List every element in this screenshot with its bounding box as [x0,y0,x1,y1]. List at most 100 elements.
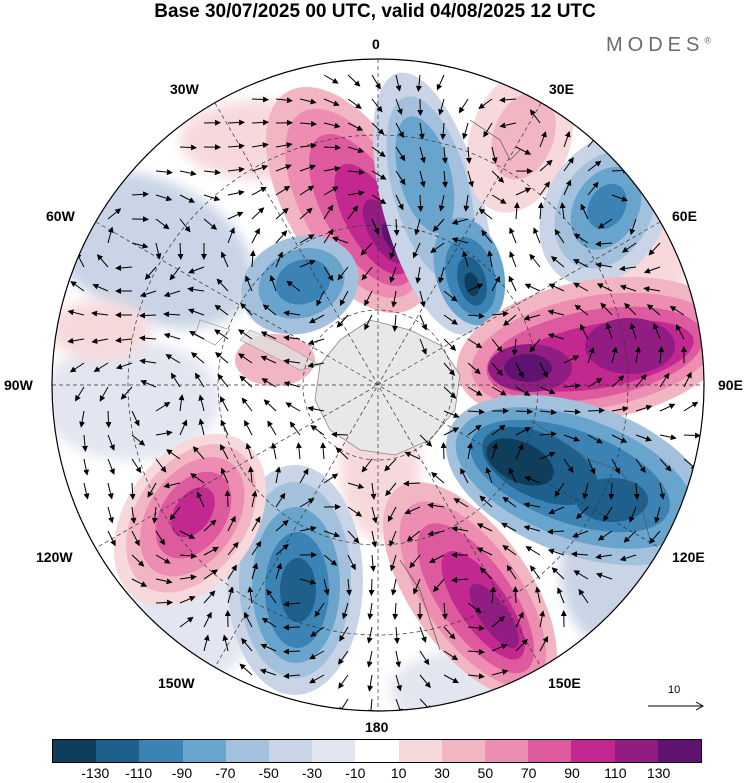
wind-arrow [107,226,114,244]
wind-arrow [467,673,485,680]
wind-arrow [163,311,181,318]
wind-arrow [371,74,381,90]
wind-arrow [587,346,595,364]
wind-arrow [515,408,533,415]
wind-arrow [404,506,421,515]
wind-arrow [163,482,181,489]
wind-arrow [323,204,334,220]
colorbar-segment [269,740,313,762]
wind-arrow [335,447,349,460]
wind-arrow [574,304,589,316]
wind-arrow [347,482,365,490]
wind-arrow [91,310,109,317]
wind-arrow [194,372,205,388]
wind-arrow [275,251,284,268]
wind-arrow [596,283,613,292]
wind-arrow [611,406,629,412]
colorbar-tick-label: -110 [125,765,153,781]
wind-arrow [96,254,109,268]
wind-arrow [467,625,485,632]
wind-arrow [163,332,181,340]
wind-arrow [299,98,317,105]
wind-arrow [299,120,317,127]
wind-arrow [130,506,137,524]
wind-arrow [275,230,288,244]
wind-arrow [309,314,325,324]
wind-arrow [523,501,541,508]
wind-arrow [371,170,387,180]
wind-arrow [371,530,378,548]
wind-arrow [419,674,431,689]
colorbar-segment [528,740,572,762]
wind-arrow [443,674,459,684]
wind-arrow [261,617,277,628]
wind-arrow [115,337,133,344]
wind-arrow [563,382,581,389]
lon-label-120w: 120W [36,549,73,565]
wind-arrow [611,434,628,443]
wind-arrow [155,578,173,585]
wind-arrow [524,283,541,292]
wind-arrow [323,266,334,282]
lon-label-150e: 150E [548,675,581,691]
wind-arrow [587,160,602,172]
wind-arrow [506,564,517,580]
wind-arrow [619,284,637,292]
wind-arrow [419,626,427,643]
lon-label-90e: 90E [718,377,743,393]
wind-arrow [251,164,269,172]
wind-arrow [227,143,245,150]
wind-arrow [417,194,424,212]
wind-arrow [192,446,205,460]
wind-arrow [336,314,349,328]
wind-arrow [155,242,162,260]
wind-arrow [467,408,485,415]
wind-arrow [458,98,469,114]
wind-arrow [392,314,399,332]
wind-arrow [403,480,421,487]
lon-label-30w: 30W [170,81,199,97]
wind-arrow [244,419,253,436]
wind-arrow [259,668,277,676]
wind-arrow [227,564,237,580]
wind-arrow [479,567,493,580]
colorbar-tick-label: 130 [646,765,671,781]
wind-arrow [431,471,445,484]
wind-arrow [499,96,517,103]
wind-arrow [275,543,289,556]
wind-arrow [323,473,339,484]
wind-arrow [309,674,325,684]
wind-arrow [347,169,365,176]
wind-arrow [515,611,524,628]
wind-arrow [178,394,185,412]
wind-arrow [539,431,557,438]
wind-arrow [629,322,637,340]
wind-arrow [151,506,158,524]
wind-arrow [623,530,637,543]
wind-arrow [395,170,406,186]
wind-arrow [393,218,400,236]
wind-arrow [443,410,460,418]
wind-arrow [147,482,157,498]
wind-arrow [404,451,421,460]
wind-arrow [179,530,196,539]
wind-arrow [467,362,481,375]
wind-arrow [683,432,701,439]
wind-arrow [451,526,469,532]
wind-arrow [286,280,301,292]
wind-arrow [476,523,493,532]
wind-arrow [605,322,613,340]
wind-arrow [389,554,397,572]
wind-arrow [131,242,149,249]
wind-arrow [144,266,157,280]
colorbar-segment [182,740,226,762]
wind-arrow [155,430,173,437]
wind-arrow [283,672,301,679]
wind-arrow [478,208,493,220]
wind-arrow [347,122,364,131]
wind-arrow [299,234,315,244]
wind-arrow [323,122,341,129]
wind-arrow [600,302,613,316]
wind-arrow [406,530,421,542]
wind-arrow [289,421,301,436]
